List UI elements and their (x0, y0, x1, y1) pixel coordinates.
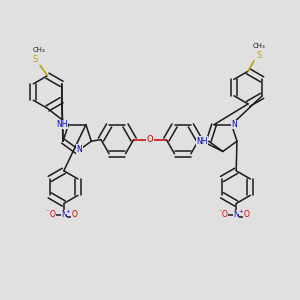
Text: N: N (61, 210, 67, 219)
Text: N: N (233, 210, 239, 219)
Text: N: N (77, 145, 82, 154)
Text: CH₃: CH₃ (32, 46, 45, 52)
Text: S: S (32, 55, 38, 64)
Text: O: O (147, 135, 153, 144)
Text: S: S (257, 51, 262, 60)
Text: O: O (244, 210, 250, 219)
Text: O: O (71, 210, 77, 219)
Text: NH: NH (196, 137, 208, 146)
Text: ⁻: ⁻ (218, 211, 221, 216)
Text: CH₃: CH₃ (253, 43, 266, 49)
Text: NH: NH (56, 120, 68, 129)
Text: +: + (238, 209, 243, 214)
Text: ⁻: ⁻ (46, 211, 49, 216)
Text: O: O (222, 210, 228, 219)
Text: O: O (50, 210, 56, 219)
Text: +: + (66, 209, 70, 214)
Text: N: N (232, 120, 237, 129)
